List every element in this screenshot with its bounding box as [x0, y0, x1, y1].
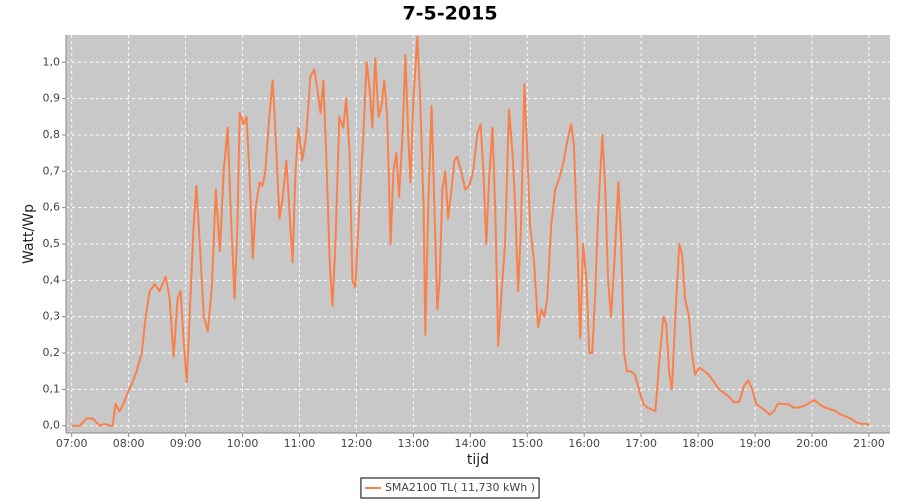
x-tick-label: 11:00 [284, 437, 316, 450]
x-tick-label: 10:00 [227, 437, 259, 450]
x-tick-label: 15:00 [511, 437, 543, 450]
y-tick-label: 0,0 [43, 419, 61, 432]
y-tick-label: 0,8 [43, 128, 61, 141]
x-axis-label: tijd [467, 452, 489, 468]
plot-area [66, 35, 890, 433]
y-tick-label: 1,0 [43, 55, 61, 68]
x-tick-label: 19:00 [739, 437, 771, 450]
x-tick-label: 16:00 [568, 437, 600, 450]
data-line [71, 35, 870, 427]
x-tick-label: 18:00 [682, 437, 714, 450]
x-tick-label: 13:00 [398, 437, 430, 450]
x-tick-label: 07:00 [56, 437, 88, 450]
y-tick-label: 0,9 [43, 92, 61, 105]
chart-title: 7-5-2015 [402, 3, 497, 25]
y-tick-label: 0,3 [43, 310, 61, 323]
x-tick-label: 21:00 [853, 437, 885, 450]
x-tick-label: 12:00 [341, 437, 373, 450]
x-tick-label: 08:00 [113, 437, 145, 450]
y-tick-label: 0,6 [43, 201, 61, 214]
y-tick-label: 0,1 [43, 382, 61, 395]
legend-box [360, 477, 540, 499]
y-tick-label: 0,5 [43, 237, 61, 250]
x-tick-label: 14:00 [454, 437, 486, 450]
y-tick-label: 0,7 [43, 164, 61, 177]
y-axis-label: Watt/Wp [21, 204, 37, 264]
legend-label: SMA2100 TL( 11,730 kWh ) [385, 481, 535, 494]
x-tick-label: 20:00 [796, 437, 828, 450]
x-tick-label: 09:00 [170, 437, 202, 450]
legend: SMA2100 TL( 11,730 kWh ) [360, 477, 540, 499]
y-tick-label: 0,4 [43, 273, 61, 286]
x-tick-label: 17:00 [625, 437, 657, 450]
y-tick-label: 0,2 [43, 346, 61, 359]
